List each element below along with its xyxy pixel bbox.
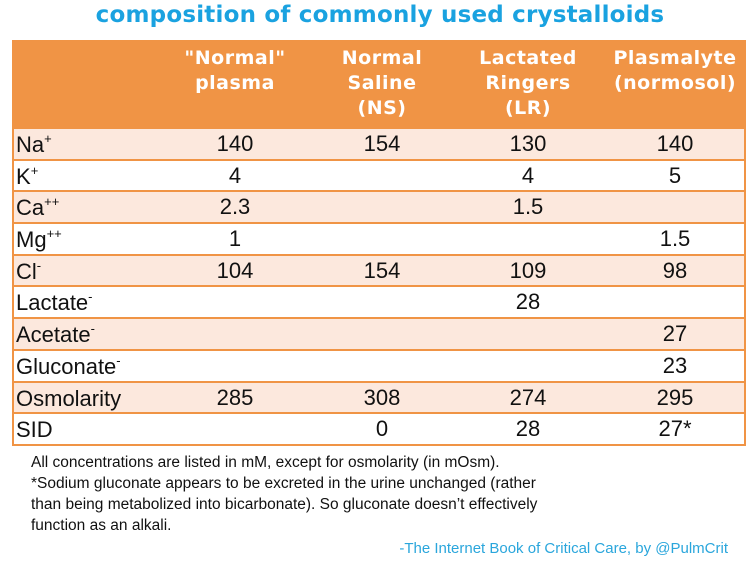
table-cell: 109: [509, 257, 547, 283]
column-header: Lactated Ringers (LR): [479, 47, 577, 119]
row-label: SID: [16, 416, 53, 443]
table-cell: 23: [662, 352, 688, 378]
table-cell: 1.5: [659, 226, 691, 252]
column-header: "Normal" plasma: [184, 47, 286, 94]
row-label: Ca++: [16, 194, 59, 221]
table-cell: 140: [656, 131, 694, 156]
table-cell: 154: [363, 131, 401, 156]
row-label: Na+: [16, 131, 52, 158]
row-label: Lactate-: [16, 289, 93, 316]
table-cell: 28: [515, 416, 541, 442]
table-row: Osmolarity 285 308 274 295: [14, 380, 744, 413]
charge-superscript: -: [88, 289, 93, 305]
charge-superscript: ++: [44, 194, 60, 210]
table-cell: 285: [216, 384, 254, 410]
table-cell: 1: [228, 226, 242, 252]
table-cell: 308: [363, 384, 401, 410]
table-cell: 28: [515, 289, 541, 315]
table-cell: 4: [228, 162, 242, 188]
table-cell: 274: [509, 384, 547, 410]
row-label-text: Gluconate: [16, 353, 117, 379]
charge-superscript: -: [36, 257, 42, 273]
table-cell: 27*: [658, 416, 692, 442]
row-label: Acetate-: [16, 321, 95, 348]
row-label-text: Acetate: [16, 322, 91, 348]
row-label-text: Ca: [16, 195, 45, 221]
column-header: Plasmalyte (normosol): [613, 47, 737, 94]
row-label-text: Na: [16, 132, 45, 157]
row-label: Gluconate-: [16, 353, 121, 380]
table-row: Gluconate- 23: [14, 348, 744, 381]
table-cell: 295: [656, 384, 694, 410]
row-label: Cl-: [16, 258, 41, 285]
table-cell: 130: [509, 131, 547, 156]
row-label: Osmolarity: [16, 385, 121, 412]
charge-superscript: +: [44, 131, 52, 146]
table-row: Na+ 140 154 130 140: [14, 127, 744, 159]
table-row: Cl- 104 154 109 98: [14, 253, 744, 286]
table-cell: 140: [216, 131, 254, 156]
table-row: SID 0 28 27*: [14, 412, 744, 444]
row-label-text: Cl: [16, 258, 37, 284]
table-cell: 27: [662, 321, 688, 347]
table-cell: 0: [375, 416, 389, 442]
table-header: "Normal" plasma Normal Saline (NS) Lactate…: [14, 42, 744, 127]
charge-superscript: +: [30, 162, 39, 178]
table-cell: 104: [216, 257, 254, 283]
charge-superscript: -: [116, 352, 121, 368]
footnotes: All concentrations are listed in mM, exc…: [31, 454, 538, 534]
row-label-text: K: [16, 163, 31, 189]
table-cell: 154: [363, 257, 401, 283]
column-header: Normal Saline (NS): [341, 47, 423, 119]
credit: -The Internet Book of Critical Care, by …: [399, 540, 728, 557]
table-row: K+ 4 4 5: [14, 158, 744, 191]
charge-superscript: -: [90, 321, 95, 337]
table-row: Acetate- 27: [14, 317, 744, 349]
page-title: composition of commonly used crystalloid…: [95, 2, 665, 28]
row-label-text: SID: [16, 417, 53, 443]
table-cell: 4: [521, 162, 535, 188]
row-label-text: Mg: [16, 227, 47, 253]
row-label-text: Lactate: [16, 290, 89, 316]
table-row: Lactate- 28: [14, 285, 744, 317]
composition-table: "Normal" plasma Normal Saline (NS) Lactate…: [12, 40, 746, 446]
row-label: Mg++: [16, 226, 62, 253]
table-cell: 2.3: [219, 194, 251, 220]
table-cell: 5: [668, 162, 682, 188]
table-row: Ca++ 2.3 1.5: [14, 190, 744, 223]
charge-superscript: ++: [46, 226, 62, 242]
table-cell: 1.5: [512, 194, 544, 220]
row-label-text: Osmolarity: [16, 385, 122, 411]
row-label: K+: [16, 163, 38, 190]
table-row: Mg++ 1 1.5: [14, 222, 744, 254]
table-cell: 98: [662, 257, 688, 283]
